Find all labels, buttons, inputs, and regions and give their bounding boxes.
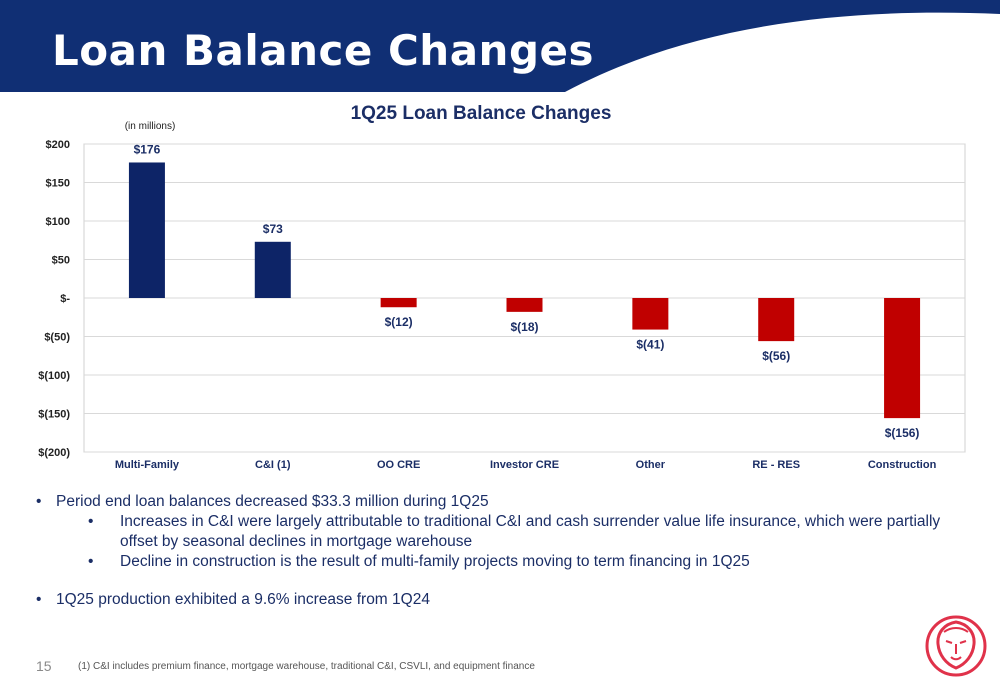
lion-logo-icon bbox=[925, 615, 987, 677]
y-tick-label: $100 bbox=[46, 216, 70, 228]
x-tick-label: Multi-Family bbox=[115, 459, 180, 471]
sub-bullet-item: Decline in construction is the result of… bbox=[88, 552, 956, 572]
banner-shape bbox=[0, 0, 1000, 92]
data-label: $(156) bbox=[885, 426, 920, 440]
x-tick-label: OO CRE bbox=[377, 459, 420, 471]
data-label: $176 bbox=[134, 142, 161, 156]
bar-re-res bbox=[758, 298, 795, 342]
x-tick-label: RE - RES bbox=[752, 459, 800, 471]
sub-bullet-item: Increases in C&I were largely attributab… bbox=[88, 512, 956, 552]
y-tick-label: $(100) bbox=[38, 370, 70, 382]
bullet-item: 1Q25 production exhibited a 9.6% increas… bbox=[36, 590, 956, 610]
y-tick-label: $(150) bbox=[38, 409, 70, 421]
bar-chart: 1Q25 Loan Balance Changes (in millions) … bbox=[38, 103, 966, 471]
y-tick-label: $(50) bbox=[44, 332, 70, 344]
bar-oo-cre bbox=[380, 298, 417, 308]
bar-multi-family bbox=[128, 162, 165, 298]
data-label: $(12) bbox=[385, 315, 413, 329]
bullet-spacer bbox=[36, 572, 956, 590]
y-tick-label: $(200) bbox=[38, 447, 70, 459]
y-tick-label: $- bbox=[60, 293, 70, 305]
data-label: $(18) bbox=[510, 320, 538, 334]
data-label: $(41) bbox=[636, 338, 664, 352]
y-tick-label: $50 bbox=[52, 255, 70, 267]
data-label: $73 bbox=[263, 222, 283, 236]
x-tick-label: Investor CRE bbox=[490, 459, 559, 471]
data-label: $(56) bbox=[762, 349, 790, 363]
title-banner bbox=[0, 0, 1000, 92]
x-tick-label: C&I (1) bbox=[255, 459, 291, 471]
chart-subtitle: (in millions) bbox=[125, 121, 176, 132]
page-title: Loan Balance Changes bbox=[52, 26, 594, 75]
x-tick-label: Other bbox=[636, 459, 666, 471]
bar-investor-cre bbox=[506, 298, 543, 312]
y-tick-label: $150 bbox=[46, 178, 70, 190]
y-tick-label: $200 bbox=[46, 139, 70, 151]
bar-construction bbox=[884, 298, 921, 419]
bar-c-i-1 bbox=[254, 241, 291, 298]
bar-other bbox=[632, 298, 669, 330]
chart-title: 1Q25 Loan Balance Changes bbox=[351, 103, 612, 124]
page-number: 15 bbox=[36, 658, 52, 674]
bullet-list: Period end loan balances decreased $33.3… bbox=[36, 492, 956, 610]
x-tick-label: Construction bbox=[868, 459, 937, 471]
footnote: (1) C&I includes premium finance, mortga… bbox=[78, 661, 535, 672]
bullet-item: Period end loan balances decreased $33.3… bbox=[36, 492, 956, 512]
